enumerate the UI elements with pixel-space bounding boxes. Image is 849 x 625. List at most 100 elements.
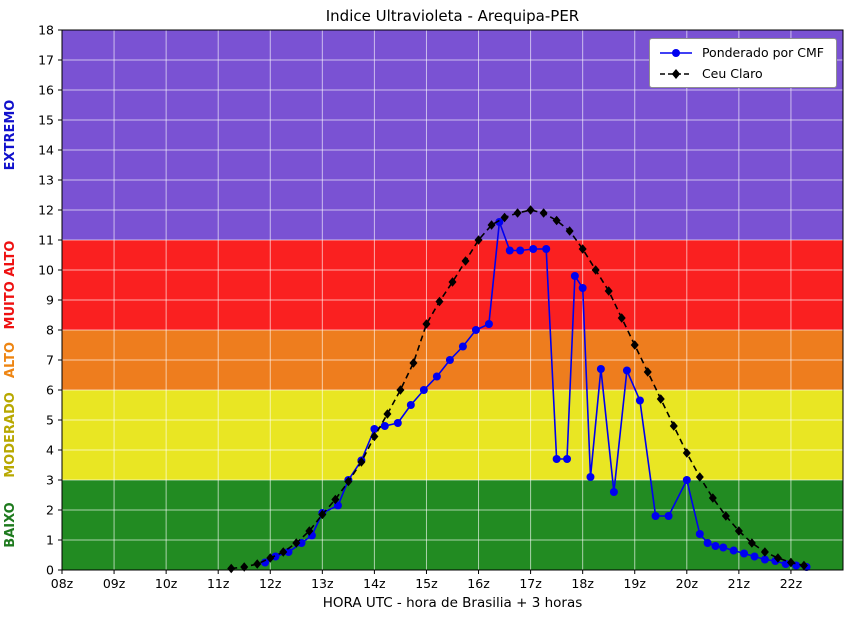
legend-label-ponderado-cmf: Ponderado por CMF xyxy=(701,45,824,60)
data-point-ceu-claro xyxy=(357,457,366,467)
data-point-ponderado-por-cmf xyxy=(740,549,749,558)
data-point-ceu-claro xyxy=(669,421,678,431)
data-point-ceu-claro xyxy=(799,560,808,571)
data-point-ponderado-por-cmf xyxy=(471,326,480,334)
data-point-ponderado-por-cmf xyxy=(750,552,759,561)
data-point-ponderado-por-cmf xyxy=(406,401,415,409)
data-point-ponderado-por-cmf xyxy=(432,372,441,381)
data-point-ceu-claro xyxy=(708,493,717,503)
y-tick-label: 13 xyxy=(38,173,54,188)
data-point-ceu-claro xyxy=(565,226,574,236)
band-baixo xyxy=(62,480,843,570)
data-point-ceu-claro xyxy=(409,358,418,368)
data-point-ceu-claro xyxy=(760,547,769,557)
x-tick-label: 16z xyxy=(467,576,490,591)
data-point-ponderado-por-cmf xyxy=(516,246,525,255)
data-point-ceu-claro xyxy=(695,472,704,482)
data-point-ponderado-por-cmf xyxy=(578,284,587,292)
y-tick-label: 12 xyxy=(38,203,54,218)
y-tick-label: 7 xyxy=(46,353,54,368)
data-point-ceu-claro xyxy=(539,208,548,218)
y-tick-label: 5 xyxy=(46,413,54,428)
x-tick-label: 08z xyxy=(51,576,74,591)
band-label-baixo: BAIXO xyxy=(3,502,18,547)
data-point-ponderado-por-cmf xyxy=(703,539,712,547)
y-tick-label: 2 xyxy=(46,503,54,518)
data-point-ponderado-por-cmf xyxy=(458,342,467,351)
data-point-ceu-claro xyxy=(734,526,743,536)
data-point-ponderado-por-cmf xyxy=(445,356,454,364)
x-tick-label: 13z xyxy=(311,576,334,591)
data-point-ceu-claro xyxy=(591,265,600,275)
data-point-ponderado-por-cmf xyxy=(393,419,402,427)
data-point-ceu-claro xyxy=(344,476,353,487)
data-point-ceu-claro xyxy=(643,367,652,377)
data-point-ceu-claro xyxy=(513,208,522,218)
data-point-ponderado-por-cmf xyxy=(622,366,631,375)
band-labels: BAIXO MODERADO ALTO MUITO ALTO EXTREMO xyxy=(3,100,18,548)
x-tick-label: 15z xyxy=(415,576,438,591)
data-point-ceu-claro xyxy=(721,511,730,521)
data-point-ponderado-por-cmf xyxy=(529,245,538,253)
x-axis-ticks: 08z 09z 10z 11z 12z 13z 14z 15z 16z 17z 18z 19z 20z 2… xyxy=(51,570,803,591)
data-point-ponderado-por-cmf xyxy=(380,422,389,430)
data-point-ceu-claro xyxy=(474,235,483,245)
y-tick-label: 0 xyxy=(46,563,54,578)
y-tick-label: 11 xyxy=(38,233,54,248)
data-point-ceu-claro xyxy=(682,448,691,458)
data-point-ceu-claro xyxy=(370,431,379,442)
data-point-ceu-claro xyxy=(461,256,470,266)
data-point-ponderado-por-cmf xyxy=(542,245,551,253)
data-point-ceu-claro xyxy=(526,205,535,215)
data-point-ponderado-por-cmf xyxy=(570,272,579,280)
data-point-ponderado-por-cmf xyxy=(760,555,769,564)
series-ceu-claro xyxy=(227,205,808,574)
x-tick-label: 09z xyxy=(103,576,126,591)
data-point-ponderado-por-cmf xyxy=(370,425,379,433)
band-label-moderado: MODERADO xyxy=(3,392,18,478)
data-point-ceu-claro xyxy=(435,296,444,307)
band-label-alto: ALTO xyxy=(3,342,18,378)
data-point-ponderado-por-cmf xyxy=(682,476,691,484)
x-tick-label: 17z xyxy=(519,576,542,591)
x-tick-label: 21z xyxy=(728,576,751,591)
data-point-ceu-claro xyxy=(552,215,561,226)
cmf-series-swatch-icon xyxy=(659,48,692,57)
y-tick-label: 9 xyxy=(46,293,54,308)
x-tick-label: 22z xyxy=(780,576,803,591)
data-point-ceu-claro xyxy=(773,553,782,563)
band-moderado xyxy=(62,390,843,480)
data-point-ceu-claro xyxy=(253,559,262,569)
data-point-ceu-claro xyxy=(279,547,288,557)
data-point-ponderado-por-cmf xyxy=(505,246,514,255)
data-point-ceu-claro xyxy=(786,557,795,568)
data-point-ponderado-por-cmf xyxy=(563,455,572,463)
data-point-ponderado-por-cmf xyxy=(719,543,728,552)
y-tick-label: 3 xyxy=(46,473,54,488)
data-point-ponderado-por-cmf xyxy=(596,365,605,373)
data-point-ponderado-por-cmf xyxy=(284,548,293,556)
legend-label-ceu-claro: Ceu Claro xyxy=(701,66,763,81)
y-tick-label: 10 xyxy=(38,263,54,278)
x-tick-label: 19z xyxy=(623,576,646,591)
data-point-ceu-claro xyxy=(383,409,392,419)
data-point-ceu-claro xyxy=(266,553,275,563)
y-tick-label: 16 xyxy=(38,83,54,98)
data-point-ponderado-por-cmf xyxy=(495,218,504,226)
x-tick-label: 11z xyxy=(207,576,230,591)
y-tick-label: 1 xyxy=(46,533,54,548)
data-point-ponderado-por-cmf xyxy=(729,546,738,555)
y-tick-label: 8 xyxy=(46,323,54,338)
legend-item-ceu-claro: Ceu Claro xyxy=(658,66,824,81)
x-tick-label: 18z xyxy=(571,576,594,591)
data-point-ceu-claro xyxy=(747,538,756,548)
x-tick-label: 20z xyxy=(676,576,699,591)
y-tick-label: 4 xyxy=(46,443,54,458)
y-tick-label: 14 xyxy=(38,143,54,158)
data-point-ceu-claro xyxy=(604,286,613,296)
y-tick-label: 17 xyxy=(38,53,54,68)
data-point-ponderado-por-cmf xyxy=(711,542,720,550)
